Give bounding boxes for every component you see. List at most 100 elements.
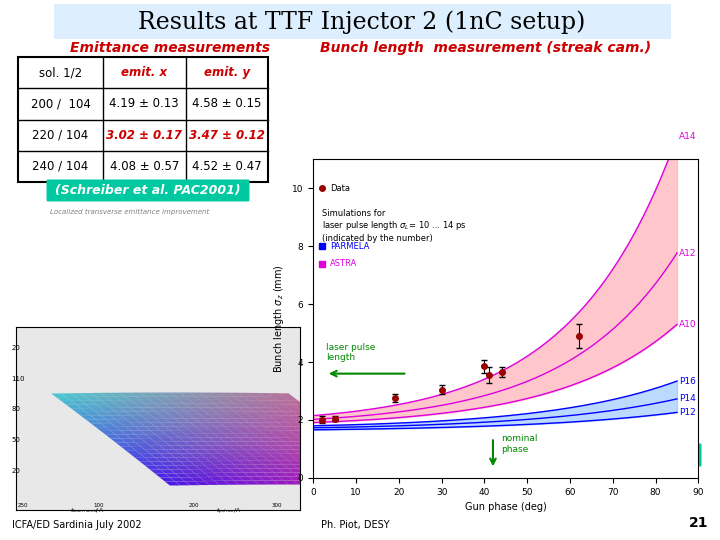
Polygon shape [254,442,269,446]
Polygon shape [135,411,150,415]
Polygon shape [194,442,210,446]
Polygon shape [323,457,338,461]
Polygon shape [234,457,249,461]
Polygon shape [215,434,229,437]
Polygon shape [170,393,185,396]
Polygon shape [254,426,269,430]
Polygon shape [279,446,293,449]
Polygon shape [269,415,284,419]
Text: 20: 20 [11,468,20,474]
Polygon shape [244,411,258,415]
Polygon shape [343,465,358,469]
Polygon shape [125,427,140,430]
Polygon shape [362,481,377,485]
Polygon shape [130,423,145,427]
Bar [18,57,268,182]
Polygon shape [269,453,284,457]
Polygon shape [160,430,175,434]
Polygon shape [120,393,135,396]
Polygon shape [254,411,269,415]
Polygon shape [215,473,229,477]
Polygon shape [180,407,194,411]
Polygon shape [254,419,269,423]
Text: Localized transverse emittance improvement: Localized transverse emittance improveme… [50,209,210,215]
Polygon shape [140,415,155,419]
Polygon shape [298,415,313,420]
Polygon shape [71,408,86,412]
Polygon shape [160,462,175,465]
Polygon shape [189,461,204,465]
Polygon shape [279,453,293,457]
Polygon shape [165,427,180,430]
Polygon shape [343,457,358,461]
Polygon shape [303,442,318,446]
Polygon shape [269,446,284,449]
Polygon shape [298,477,313,481]
Polygon shape [140,400,155,404]
Polygon shape [210,469,224,473]
Polygon shape [258,438,274,442]
Polygon shape [224,457,239,461]
Polygon shape [274,434,289,438]
Polygon shape [220,477,234,481]
Polygon shape [165,450,180,454]
Polygon shape [269,393,284,397]
Text: 200: 200 [189,503,199,508]
Polygon shape [135,427,150,430]
Polygon shape [239,393,254,397]
Polygon shape [338,454,353,457]
Polygon shape [180,454,194,457]
Polygon shape [348,462,362,465]
Polygon shape [254,472,269,477]
Polygon shape [96,412,111,416]
Polygon shape [204,404,220,408]
Text: sol. 1/2: sol. 1/2 [39,66,82,79]
Polygon shape [358,469,372,473]
Polygon shape [160,438,175,442]
Polygon shape [318,438,333,442]
Polygon shape [150,470,165,474]
Polygon shape [343,473,358,477]
Polygon shape [308,477,323,481]
Polygon shape [264,404,279,408]
Polygon shape [106,396,120,400]
Polygon shape [194,481,210,485]
Polygon shape [96,420,111,423]
Polygon shape [170,422,185,426]
Polygon shape [313,427,328,431]
Polygon shape [274,472,289,476]
Polygon shape [348,469,362,473]
Polygon shape [289,461,303,465]
Polygon shape [328,446,343,450]
Polygon shape [254,434,269,438]
Polygon shape [333,481,348,484]
Polygon shape [258,461,274,465]
Text: Ph. Piot, DESY: Ph. Piot, DESY [320,520,390,530]
Polygon shape [318,477,333,481]
Polygon shape [145,419,160,423]
Polygon shape [313,457,328,461]
Text: P12: P12 [679,408,696,417]
Polygon shape [343,481,358,485]
Polygon shape [367,477,382,481]
Polygon shape [279,401,293,404]
Polygon shape [71,393,86,397]
Polygon shape [279,408,293,411]
Polygon shape [120,446,135,450]
Polygon shape [199,415,215,419]
Polygon shape [258,415,274,419]
Polygon shape [140,438,155,442]
Polygon shape [116,419,130,423]
Polygon shape [244,473,258,477]
Polygon shape [135,434,150,438]
Text: ASTRA: ASTRA [330,259,358,268]
Text: Bunch length  measurement (streak cam.): Bunch length measurement (streak cam.) [320,41,651,55]
Polygon shape [289,446,303,449]
Text: 250: 250 [18,503,28,508]
Polygon shape [284,411,298,415]
Polygon shape [215,426,229,430]
Polygon shape [234,434,249,437]
Polygon shape [289,408,303,412]
Polygon shape [101,431,116,435]
Polygon shape [229,422,244,426]
